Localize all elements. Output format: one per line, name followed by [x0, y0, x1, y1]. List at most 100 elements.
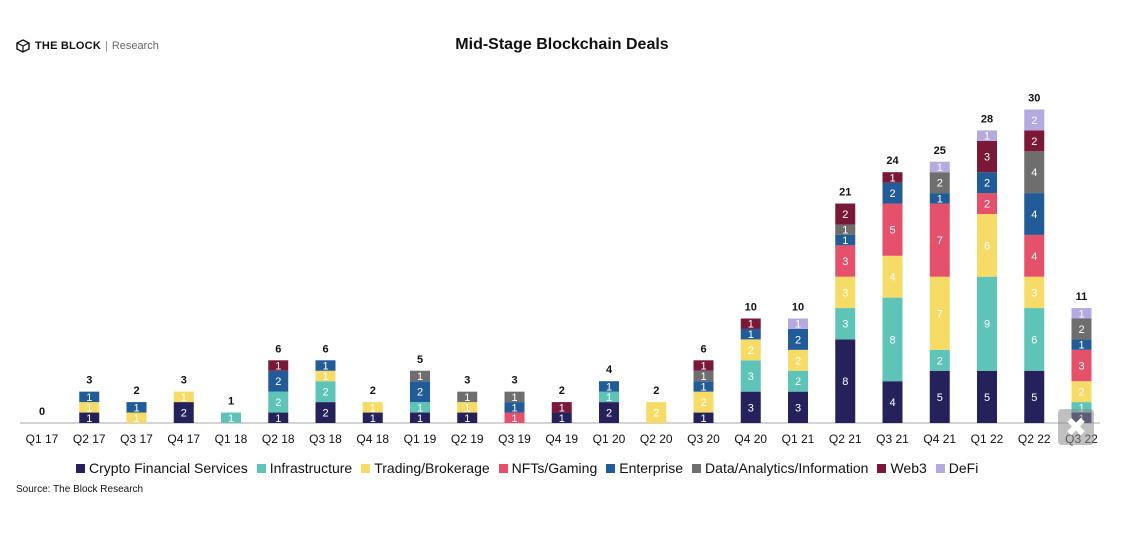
segment-label: 1	[181, 392, 187, 404]
bar-segment	[315, 360, 336, 371]
legend-swatch	[498, 463, 508, 473]
segment-label: 7	[937, 308, 943, 320]
total-label: 2	[559, 385, 565, 397]
segment-label: 1	[464, 402, 470, 414]
segment-label: 4	[889, 397, 895, 409]
segment-label: 1	[228, 413, 234, 425]
segment-label: 1	[133, 413, 139, 425]
bar-segment	[977, 172, 997, 194]
brand-sub: Research	[111, 40, 159, 52]
segment-label: 1	[370, 402, 376, 414]
segment-label: 1	[795, 319, 801, 331]
bar-segment	[173, 391, 194, 403]
bar-segment	[1024, 276, 1045, 309]
segment-label: 3	[1078, 361, 1084, 373]
total-label: 10	[792, 302, 804, 314]
total-label: 1	[228, 396, 234, 408]
segment-label: 1	[464, 413, 470, 425]
segment-label: 2	[275, 397, 281, 409]
bar-segment	[599, 402, 619, 423]
bar-segment	[1071, 381, 1092, 403]
legend-label: Trading/Brokerage	[374, 460, 490, 476]
brand-separator: |	[104, 40, 108, 52]
bar-segment	[1024, 234, 1045, 277]
bar-segment	[882, 255, 903, 298]
bar-segment	[835, 339, 856, 423]
legend-item: Trading/Brokerage	[361, 460, 490, 476]
brand-name: THE BLOCK	[35, 40, 101, 52]
bar-segment	[882, 381, 903, 423]
segment-label: 4	[1031, 251, 1037, 263]
segment-label: 5	[937, 392, 943, 404]
segment-label: 3	[842, 287, 848, 299]
bar-segment	[788, 370, 808, 392]
bar-segment	[929, 193, 950, 204]
bar-segment	[929, 276, 950, 350]
cube-logo-icon	[16, 39, 30, 53]
expand-overlay-icon[interactable]: ✖	[1058, 409, 1094, 445]
bar-segment	[457, 412, 478, 423]
segment-label: 2	[700, 397, 706, 409]
bar-segment	[268, 370, 289, 392]
x-tick-label: Q2 22	[1018, 432, 1051, 446]
bar-segment	[457, 402, 478, 413]
segment-label: 1	[275, 413, 281, 425]
bar-segment	[1024, 193, 1045, 235]
total-label: 0	[39, 406, 45, 418]
segment-label: 2	[1078, 387, 1084, 399]
bar-segment	[551, 412, 572, 423]
segment-label: 1	[417, 413, 423, 425]
bar-segment	[740, 328, 761, 340]
bar-segment	[268, 412, 289, 423]
x-tick-label: Q3 19	[498, 432, 531, 446]
x-tick-label: Q3 18	[309, 432, 342, 446]
segment-label: 1	[748, 329, 754, 341]
bar-segment	[740, 391, 761, 423]
bar-segment	[410, 370, 430, 382]
segment-label: 8	[842, 376, 848, 388]
segment-label: 1	[700, 381, 706, 393]
legend-label: Infrastructure	[269, 460, 353, 476]
chart-title: Mid-Stage Blockchain Deals	[455, 36, 669, 53]
segment-label: 6	[1031, 334, 1037, 346]
segment-label: 1	[322, 361, 328, 373]
segment-label: 1	[1078, 340, 1084, 352]
bar-segment	[882, 182, 903, 204]
bar-segment	[977, 130, 997, 141]
bar-segment	[1071, 349, 1092, 382]
legend-swatch	[256, 463, 266, 473]
segment-label: 6	[984, 240, 990, 252]
bar-segment	[835, 224, 856, 235]
bar-segment	[221, 412, 241, 423]
bar-segment	[835, 203, 856, 225]
x-tick-label: Q2 18	[262, 432, 295, 446]
x-tick-label: Q4 20	[734, 432, 767, 446]
total-label: 24	[886, 155, 899, 167]
segment-label: 4	[889, 272, 895, 284]
segment-label: 2	[653, 408, 659, 420]
total-label: 28	[981, 113, 993, 125]
bar-segment	[504, 391, 525, 403]
bar-segment	[646, 402, 667, 423]
segment-label: 4	[1031, 167, 1037, 179]
segment-label: 7	[937, 235, 943, 247]
x-tick-label: Q1 21	[782, 432, 815, 446]
bar-segment	[1024, 130, 1045, 152]
legend-item: Data/Analytics/Information	[692, 460, 868, 476]
segment-label: 5	[984, 392, 990, 404]
x-tick-label: Q1 19	[404, 432, 437, 446]
legend-item: Crypto Financial Services	[76, 460, 248, 476]
segment-label: 3	[1031, 287, 1037, 299]
segment-label: 2	[181, 408, 187, 420]
bar-segment	[79, 412, 100, 423]
segment-label: 1	[842, 235, 848, 247]
bar-segment	[882, 297, 903, 382]
bar-segment	[788, 328, 808, 350]
x-tick-label: Q2 19	[451, 432, 484, 446]
bar-segment	[929, 172, 950, 194]
segment-label: 1	[606, 381, 612, 393]
x-tick-label: Q1 17	[26, 432, 59, 446]
total-label: 11	[1076, 291, 1088, 303]
bar-segment	[410, 402, 430, 413]
